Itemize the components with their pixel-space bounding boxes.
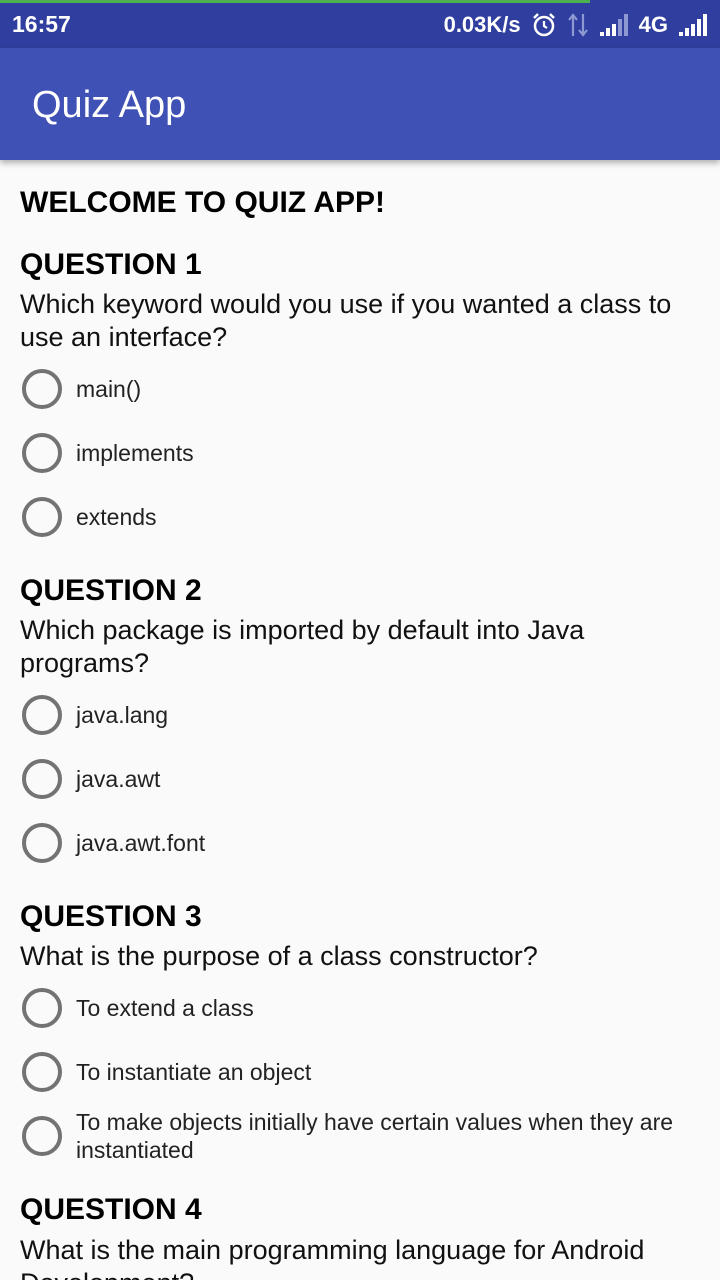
signal-icon: [599, 13, 629, 37]
radio-button[interactable]: [22, 497, 62, 537]
option-label: To extend a class: [76, 995, 254, 1021]
option-label: java.awt.font: [76, 830, 206, 856]
radio-button[interactable]: [22, 823, 62, 863]
radio-button[interactable]: [22, 369, 62, 409]
option-label: To make objects initially have certain v…: [76, 1109, 674, 1163]
question-3-option-2[interactable]: To instantiate an object: [22, 1052, 712, 1092]
alarm-icon: [531, 12, 557, 38]
app-title: Quiz App: [32, 84, 187, 126]
question-4-title: QUESTION 4: [20, 1193, 202, 1226]
quiz-content[interactable]: WELCOME TO QUIZ APP! QUESTION 1 Which ke…: [0, 160, 720, 1280]
network-speed: 0.03K/s: [443, 12, 521, 37]
option-label: java.awt: [76, 766, 161, 792]
network-type: 4G: [638, 12, 668, 37]
data-arrows-icon: [567, 12, 589, 38]
app-bar: Quiz App: [0, 48, 720, 160]
question-2-text: Which package is imported by default int…: [20, 615, 585, 678]
option-label: java.lang: [76, 702, 169, 728]
question-2-option-3[interactable]: java.awt.font: [22, 823, 712, 863]
question-2-option-1[interactable]: java.lang: [22, 695, 712, 735]
question-2-option-2[interactable]: java.awt: [22, 759, 712, 799]
question-3-text: What is the purpose of a class construct…: [20, 941, 538, 971]
radio-button[interactable]: [22, 433, 62, 473]
question-1-option-1[interactable]: main(): [22, 369, 712, 409]
download-progress-bar: [0, 0, 590, 3]
question-1-option-2[interactable]: implements: [22, 433, 712, 473]
question-3-option-1[interactable]: To extend a class: [22, 988, 712, 1028]
question-3-option-3[interactable]: To make objects initially have certain v…: [22, 1108, 712, 1164]
radio-button[interactable]: [22, 1116, 62, 1156]
radio-button[interactable]: [22, 695, 62, 735]
option-label: To instantiate an object: [76, 1059, 312, 1085]
option-label: extends: [76, 504, 157, 530]
status-bar: 16:57 0.03K/s 4G: [0, 0, 720, 48]
status-indicators: 0.03K/s 4G: [444, 9, 708, 41]
welcome-heading: WELCOME TO QUIZ APP!: [20, 186, 385, 219]
radio-button[interactable]: [22, 1052, 62, 1092]
option-label: implements: [76, 440, 194, 466]
status-time: 16:57: [12, 11, 71, 37]
signal-icon: [678, 13, 708, 37]
question-1-text: Which keyword would you use if you wante…: [20, 289, 672, 352]
question-3-title: QUESTION 3: [20, 900, 202, 933]
question-2-title: QUESTION 2: [20, 574, 202, 607]
radio-button[interactable]: [22, 988, 62, 1028]
question-4-text: What is the main programming language fo…: [20, 1235, 645, 1280]
option-label: main(): [76, 376, 142, 402]
question-1-option-3[interactable]: extends: [22, 497, 712, 537]
question-1-title: QUESTION 1: [20, 248, 202, 281]
radio-button[interactable]: [22, 759, 62, 799]
